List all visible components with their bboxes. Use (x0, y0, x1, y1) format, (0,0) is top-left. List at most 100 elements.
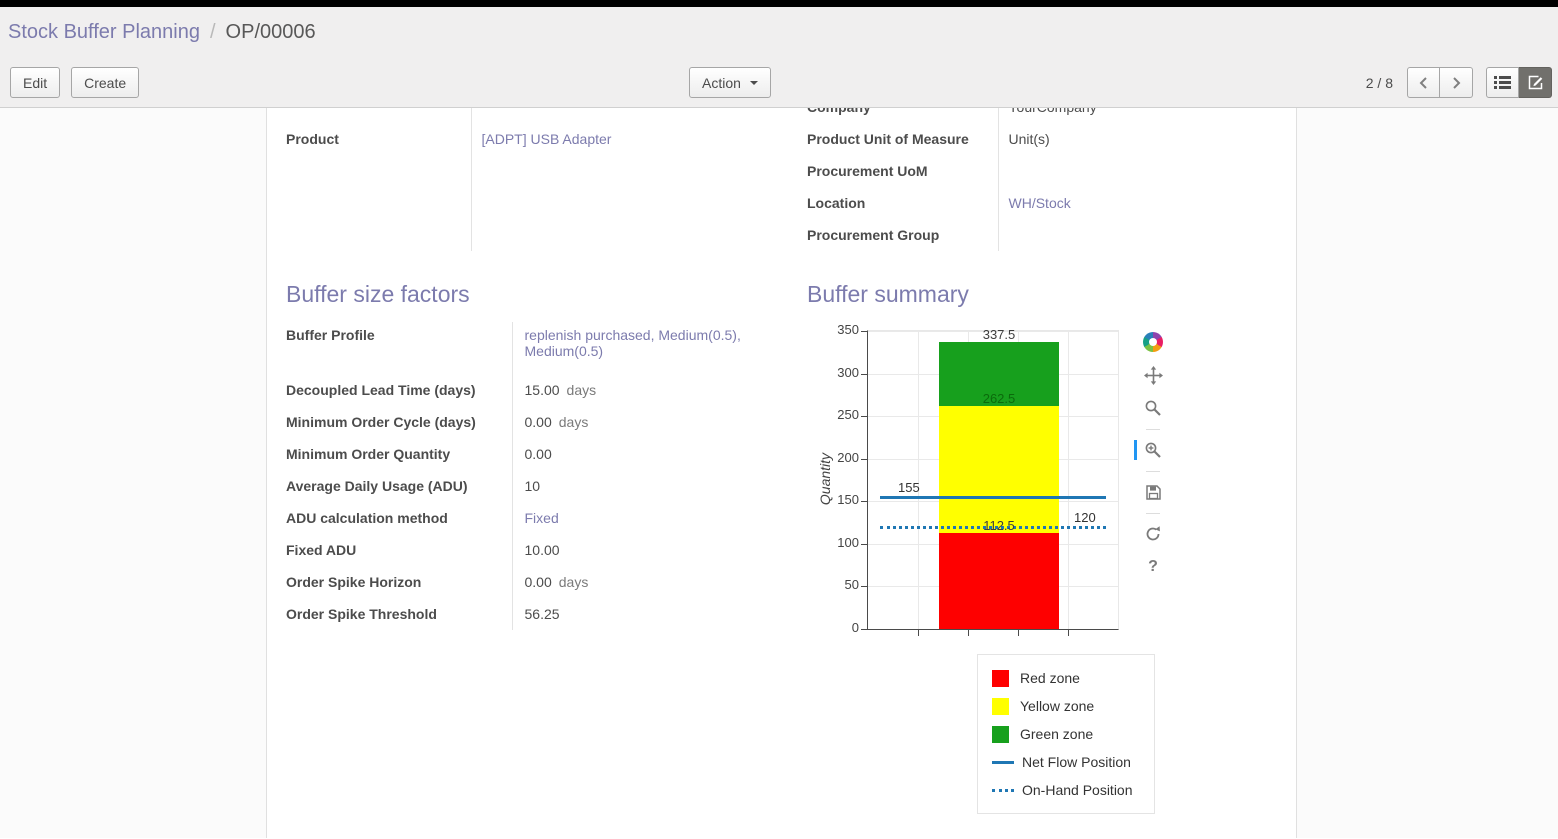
legend-item: Red zone (978, 664, 1154, 692)
action-label: Action (702, 74, 741, 91)
procurement-group-field-label: Procurement Group (807, 227, 940, 243)
factor-value: 0.00 (524, 446, 552, 462)
y-axis-tick (861, 586, 867, 587)
help-tool-icon[interactable]: ? (1148, 558, 1158, 575)
view-manager-header: Stock Buffer Planning / OP/00006 Edit Cr… (0, 7, 1558, 108)
net-flow-position-line (880, 496, 1106, 499)
buffer-factors-title: Buffer size factors (286, 281, 470, 307)
caret-down-icon (749, 80, 758, 85)
save-tool-icon[interactable] (1141, 480, 1165, 504)
factor-label: Buffer Profile (286, 327, 375, 343)
y-axis-tick (861, 374, 867, 375)
pager-and-switcher: 2 / 8 (1366, 67, 1552, 98)
create-button[interactable]: Create (71, 67, 140, 98)
factor-label: Decoupled Lead Time (days) (286, 382, 476, 398)
active-tool-indicator (1134, 440, 1137, 460)
bar-yellow-zone (939, 406, 1059, 533)
red-zone-swatch (992, 669, 1009, 687)
on-hand-position-label: 120 (1074, 510, 1096, 525)
legend-label: Green zone (1020, 726, 1094, 742)
factor-label: Average Daily Usage (ADU) (286, 478, 468, 494)
toolbar-separator (1146, 513, 1160, 514)
location-field-label: Location (807, 195, 866, 211)
company-field-label: Company (807, 108, 998, 123)
buffer-chart: Quantity 112.5 262.5 337.5 155 120 (807, 322, 1187, 654)
procurement-uom-field-label: Procurement UoM (807, 163, 928, 179)
toolbar-separator (1146, 471, 1160, 472)
green-zone-swatch (992, 725, 1009, 743)
pan-tool-icon[interactable] (1141, 363, 1165, 387)
factor-label: ADU calculation method (286, 510, 448, 526)
content-area: Product [ADPT] USB Adapter Company YourC… (0, 108, 1558, 838)
y-axis-tick (861, 416, 867, 417)
form-top-groups: Product [ADPT] USB Adapter Company YourC… (286, 108, 1277, 251)
y-tick-label: 250 (837, 407, 859, 422)
list-view-button[interactable] (1486, 67, 1519, 98)
buffer-factors-table: Buffer Profile replenish purchased, Medi… (286, 322, 807, 630)
y-axis-tick (861, 331, 867, 332)
zone-boundary-label: 337.5 (982, 327, 1016, 342)
y-axis-tick (861, 459, 867, 460)
y-axis-tick (861, 544, 867, 545)
legend-label: Yellow zone (1020, 698, 1095, 714)
y-axis-tick (861, 629, 867, 630)
form-row-procurement-group: Procurement Group (807, 219, 1277, 251)
uom-field-label: Product Unit of Measure (807, 131, 969, 147)
factor-value: 56.25 (524, 606, 560, 622)
on-hand-position-line (880, 526, 1106, 529)
zone-boundary-label: 112.5 (983, 518, 1015, 533)
breadcrumb-parent-link[interactable]: Stock Buffer Planning (8, 21, 200, 43)
pager-next-button[interactable] (1440, 67, 1473, 98)
y-tick-label: 200 (837, 450, 859, 465)
factor-row-min-order-cycle: Minimum Order Cycle (days) 0.00 days (286, 406, 807, 438)
pager-counter: 2 / 8 (1365, 74, 1393, 91)
pager-buttons (1407, 67, 1473, 98)
reset-tool-icon[interactable] (1141, 522, 1165, 546)
factor-row-adu-method: ADU calculation method Fixed (286, 502, 807, 534)
form-row-location: Location WH/Stock (807, 187, 1277, 219)
chart-toolbar: ? (1134, 330, 1167, 588)
net-flow-line-swatch (992, 760, 1014, 764)
zone-boundary-label: 262.5 (982, 391, 1016, 406)
chevron-left-icon (1419, 76, 1427, 89)
on-hand-line-swatch (992, 788, 1014, 792)
form-row-company-clipped: Company YourCompany (807, 108, 1277, 123)
form-group-right: Company YourCompany Product Unit of Meas… (807, 108, 1277, 251)
breadcrumb-separator: / (209, 21, 216, 43)
v-gridline (918, 331, 919, 629)
legend-label: Net Flow Position (1022, 754, 1131, 770)
wheel-zoom-tool-icon[interactable] (1134, 438, 1165, 462)
factor-label: Minimum Order Cycle (days) (286, 414, 476, 430)
form-row-procurement-uom: Procurement UoM (807, 155, 1277, 187)
factor-row-spike-horizon: Order Spike Horizon 0.00 days (286, 566, 807, 598)
y-tick-label: 300 (837, 365, 859, 380)
breadcrumb: Stock Buffer Planning / OP/00006 (0, 7, 1558, 58)
bar-red-zone (939, 533, 1059, 629)
adu-method-link[interactable]: Fixed (524, 510, 559, 526)
location-link[interactable]: WH/Stock (1008, 195, 1071, 211)
box-zoom-tool-icon[interactable] (1141, 396, 1165, 420)
edit-button[interactable]: Edit (10, 67, 61, 98)
bokeh-logo[interactable] (1141, 330, 1165, 354)
factor-label: Order Spike Horizon (286, 574, 422, 590)
chart-legend: Red zone Yellow zone Green zone Net Flow… (977, 654, 1155, 814)
action-dropdown-button[interactable]: Action (689, 67, 771, 98)
legend-item: Green zone (978, 720, 1154, 748)
buffer-profile-link[interactable]: replenish purchased, Medium(0.5), Medium… (524, 327, 741, 359)
form-view-button[interactable] (1519, 67, 1552, 98)
pager-previous-button[interactable] (1407, 67, 1440, 98)
y-tick-label: 50 (844, 577, 859, 592)
form-sheet: Product [ADPT] USB Adapter Company YourC… (266, 108, 1297, 838)
y-tick-label: 350 (837, 322, 859, 337)
procurement-uom-field-value (997, 155, 1277, 187)
y-tick-label: 0 (851, 620, 859, 635)
buffer-factors-column: Buffer size factors Buffer Profile reple… (286, 251, 807, 814)
h-gridline (868, 331, 1118, 332)
procurement-group-field-value (997, 219, 1277, 251)
factor-row-dlt: Decoupled Lead Time (days) 15.00 days (286, 374, 807, 406)
factor-unit: days (558, 414, 589, 430)
lower-columns: Buffer size factors Buffer Profile reple… (286, 251, 1277, 814)
product-link[interactable]: [ADPT] USB Adapter (481, 131, 612, 147)
y-tick-label: 150 (837, 492, 859, 507)
list-view-icon (1494, 76, 1511, 89)
